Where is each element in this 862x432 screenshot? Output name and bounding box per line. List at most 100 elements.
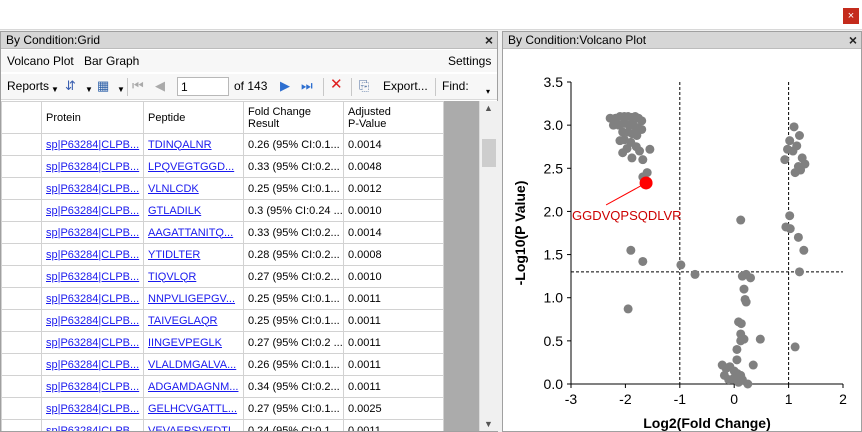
export-icon[interactable]: ⎘ [359,78,370,93]
last-page-icon[interactable]: ⏭ [301,78,313,93]
data-point [638,256,648,266]
table-row[interactable]: sp|P63284|CLPB... AAGATTANITQ... 0.33 (95%… [1,221,444,244]
peptide-cell[interactable]: TAIVEGLAQR [143,309,244,332]
peptide-cell[interactable]: GELHCVGATTL... [143,397,244,420]
row-selector-cell[interactable] [1,133,42,156]
protein-cell[interactable]: sp|P63284|CLPB... [41,397,144,420]
row-selector-cell[interactable] [1,397,42,420]
row-selector-cell[interactable] [1,331,42,354]
table-row[interactable]: sp|P63284|CLPB... ADGAMDAGNM... 0.34 (95% … [1,375,444,398]
toolbar-separator [127,78,128,96]
row-selector-header[interactable] [1,101,42,134]
peptide-cell[interactable]: VEVAEPSVEDTI... [143,419,244,431]
peptide-cell[interactable]: LPQVEGTGGD... [143,155,244,178]
peptide-cell[interactable]: YTIDLTER [143,243,244,266]
adjusted-pvalue-column-header[interactable]: Adjusted P-Value [343,101,444,134]
menu-bar-graph[interactable]: Bar Graph [84,54,140,68]
protein-cell[interactable]: sp|P63284|CLPB... [41,243,144,266]
table-row[interactable]: sp|P63284|CLPB... YTIDLTER 0.28 (95% CI:0.… [1,243,444,266]
peptide-cell[interactable]: VLALDMGALVA... [143,353,244,376]
protein-cell[interactable]: sp|P63284|CLPB... [41,353,144,376]
protein-cell[interactable]: sp|P63284|CLPB... [41,331,144,354]
table-row[interactable]: sp|P63284|CLPB... TDINQALNR 0.26 (95% CI:0… [1,133,444,156]
grid-panel-close-icon[interactable]: × [484,32,493,48]
table-row[interactable]: sp|P63284|CLPB... VEVAEPSVEDTI... 0.24 (95… [1,419,444,431]
data-point [732,344,742,354]
row-selector-cell[interactable] [1,155,42,178]
peptide-cell[interactable]: IINGEVPEGLK [143,331,244,354]
row-selector-cell[interactable] [1,221,42,244]
volcano-plot-panel: By Condition:Volcano Plot × 0.0 0.5 1.0 1.5… [502,31,862,432]
window-close-icon[interactable]: × [843,8,859,24]
scroll-down-icon[interactable]: ▼ [484,419,493,429]
protein-cell[interactable]: sp|P63284|CLPB... [41,287,144,310]
protein-cell[interactable]: sp|P63284|CLPB... [41,309,144,332]
peptide-cell[interactable]: ADGAMDAGNM... [143,375,244,398]
pvalue-cell: 0.0025 [343,397,444,420]
protein-cell[interactable]: sp|P63284|CLPB... [41,199,144,222]
window-topbar: × [0,0,862,30]
peptide-cell[interactable]: VLNLCDK [143,177,244,200]
fold-change-column-header[interactable]: Fold Change Result [243,101,344,134]
toolbar-separator [435,78,436,96]
protein-cell[interactable]: sp|P63284|CLPB... [41,265,144,288]
protein-column-header[interactable]: Protein [41,101,144,134]
row-selector-cell[interactable] [1,419,42,431]
grid-header-row: Protein Peptide Fold Change Result Adjus… [1,101,444,134]
table-row[interactable]: sp|P63284|CLPB... VLNLCDK 0.25 (95% CI:0.1… [1,177,444,200]
protein-cell[interactable]: sp|P63284|CLPB... [41,133,144,156]
table-row[interactable]: sp|P63284|CLPB... TIQVLQR 0.27 (95% CI:0.2… [1,265,444,288]
menu-volcano-plot[interactable]: Volcano Plot [7,54,74,68]
peptide-cell[interactable]: GTLADILK [143,199,244,222]
table-row[interactable]: sp|P63284|CLPB... GTLADILK 0.3 (95% CI:0.2… [1,199,444,222]
filter-dropdown-arrow-icon[interactable]: ▼ [117,85,125,94]
protein-cell[interactable]: sp|P63284|CLPB... [41,155,144,178]
protein-cell[interactable]: sp|P63284|CLPB... [41,177,144,200]
peptide-cell[interactable]: TIQVLQR [143,265,244,288]
filter-icon[interactable]: ▦ [97,78,110,93]
menu-settings[interactable]: Settings [448,54,492,68]
row-selector-cell[interactable] [1,353,42,376]
row-selector-cell[interactable] [1,243,42,266]
table-row[interactable]: sp|P63284|CLPB... GELHCVGATTL... 0.27 (95%… [1,397,444,420]
data-point [780,155,790,165]
peptide-cell[interactable]: AAGATTANITQ... [143,221,244,244]
scroll-up-icon[interactable]: ▲ [484,103,493,113]
table-row[interactable]: sp|P63284|CLPB... LPQVEGTGGD... 0.33 (95% … [1,155,444,178]
row-selector-cell[interactable] [1,265,42,288]
table-row[interactable]: sp|P63284|CLPB... IINGEVPEGLK 0.27 (95% CI… [1,331,444,354]
reports-dropdown-arrow-icon[interactable]: ▼ [51,85,59,94]
y-tick-label: 2.5 [544,160,564,176]
reports-dropdown[interactable]: Reports [7,79,50,93]
previous-page-icon[interactable]: ◀ [155,78,165,93]
first-page-icon[interactable]: ⏮ [132,78,144,93]
layout-icon[interactable]: ⇵ [65,78,76,93]
table-row[interactable]: sp|P63284|CLPB... NNPVLIGEPGV... 0.25 (95%… [1,287,444,310]
row-selector-cell[interactable] [1,309,42,332]
delete-icon[interactable]: ✕ [330,76,343,93]
peptide-column-header[interactable]: Peptide [143,101,244,134]
grid-vertical-scrollbar[interactable]: ▲ ▼ [479,101,498,431]
scroll-thumb[interactable] [482,139,496,167]
table-row[interactable]: sp|P63284|CLPB... TAIVEGLAQR 0.25 (95% CI:… [1,309,444,332]
row-selector-cell[interactable] [1,199,42,222]
protein-cell[interactable]: sp|P63284|CLPB... [41,221,144,244]
row-selector-cell[interactable] [1,287,42,310]
export-button[interactable]: Export... [383,79,428,93]
data-point [638,155,648,165]
protein-cell[interactable]: sp|P63284|CLPB... [41,419,144,431]
peptide-cell[interactable]: TDINQALNR [143,133,244,156]
layout-dropdown-arrow-icon[interactable]: ▼ [85,85,93,94]
toolbar-separator [323,78,324,96]
toolbar-overflow-icon[interactable]: ▾ [486,87,491,96]
next-page-icon[interactable]: ▶ [280,78,290,93]
protein-cell[interactable]: sp|P63284|CLPB... [41,375,144,398]
peptide-cell[interactable]: NNPVLIGEPGV... [143,287,244,310]
page-number-input[interactable] [177,77,229,96]
pvalue-cell: 0.0011 [343,353,444,376]
row-selector-cell[interactable] [1,177,42,200]
table-row[interactable]: sp|P63284|CLPB... VLALDMGALVA... 0.26 (95%… [1,353,444,376]
plot-panel-close-icon[interactable]: × [848,32,857,48]
row-selector-cell[interactable] [1,375,42,398]
volcano-plot[interactable]: 0.0 0.5 1.0 1.5 2.0 2.5 3.0 3.5 -3 -2 -1 0 1 2 Log2(Fo… [503,50,861,432]
